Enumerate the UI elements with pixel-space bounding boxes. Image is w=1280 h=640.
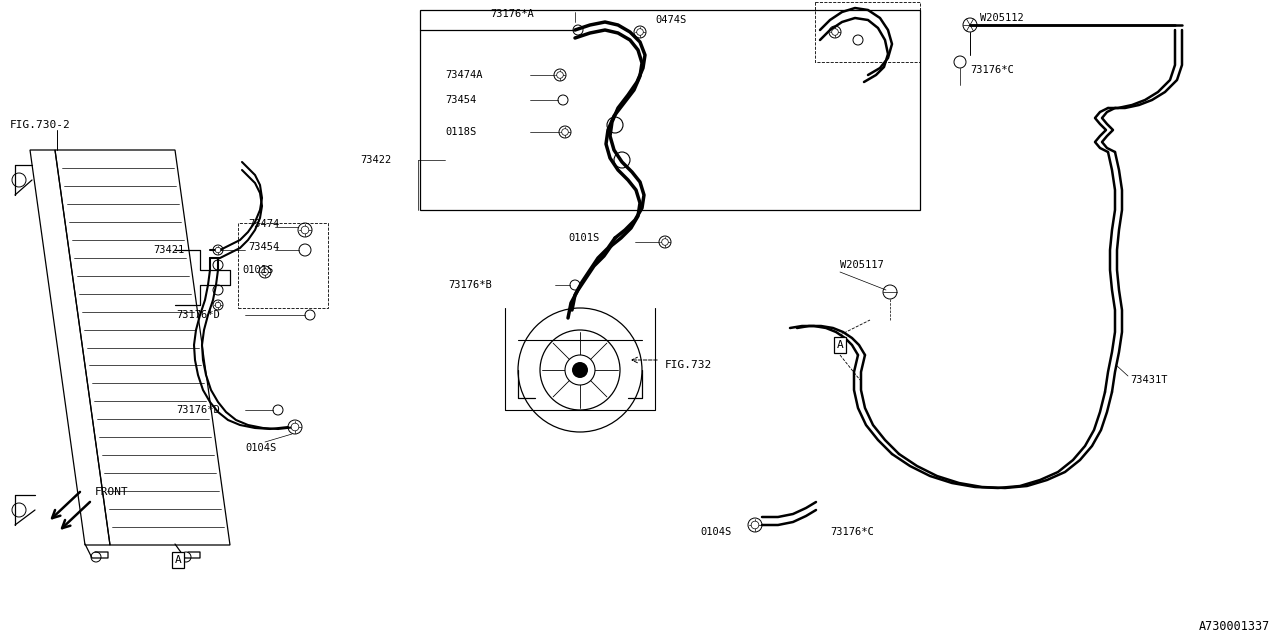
Text: 73176*C: 73176*C	[970, 65, 1014, 75]
Text: 0104S: 0104S	[700, 527, 731, 537]
Circle shape	[572, 362, 588, 378]
Text: 0118S: 0118S	[445, 127, 476, 137]
Text: 73474A: 73474A	[445, 70, 483, 80]
Circle shape	[301, 226, 308, 234]
Text: FIG.730-2: FIG.730-2	[10, 120, 70, 130]
Text: 0474S: 0474S	[655, 15, 686, 25]
Circle shape	[751, 521, 759, 529]
Text: 73176*D: 73176*D	[177, 405, 220, 415]
Circle shape	[564, 355, 595, 385]
Text: 73176*C: 73176*C	[829, 527, 874, 537]
Text: 73454: 73454	[445, 95, 476, 105]
Bar	[420, 10, 920, 210]
Text: 73422: 73422	[360, 155, 392, 165]
Circle shape	[261, 269, 269, 275]
Text: 73454: 73454	[248, 242, 279, 252]
Bar	[238, 223, 328, 308]
Circle shape	[557, 72, 563, 78]
Text: 73176*A: 73176*A	[490, 9, 534, 19]
Text: 73176*B: 73176*B	[448, 280, 492, 290]
Text: 0101S: 0101S	[568, 233, 599, 243]
Text: 73474: 73474	[248, 219, 279, 229]
Text: A: A	[174, 555, 182, 565]
Text: FIG.732: FIG.732	[666, 360, 712, 370]
Circle shape	[636, 29, 644, 35]
Circle shape	[215, 247, 220, 253]
Circle shape	[215, 302, 220, 308]
Text: 73176*D: 73176*D	[177, 310, 220, 320]
Text: W205117: W205117	[840, 260, 883, 270]
Text: 0101S: 0101S	[242, 265, 273, 275]
Circle shape	[832, 29, 838, 35]
Circle shape	[562, 129, 568, 135]
Text: FRONT: FRONT	[95, 487, 129, 497]
Text: W205112: W205112	[980, 13, 1024, 23]
Circle shape	[291, 423, 298, 431]
Text: A: A	[837, 340, 844, 350]
Circle shape	[662, 239, 668, 245]
Text: A730001337: A730001337	[1199, 620, 1270, 632]
Text: 0104S: 0104S	[244, 443, 276, 453]
Text: 73431T: 73431T	[1130, 375, 1167, 385]
Text: 73421: 73421	[154, 245, 186, 255]
